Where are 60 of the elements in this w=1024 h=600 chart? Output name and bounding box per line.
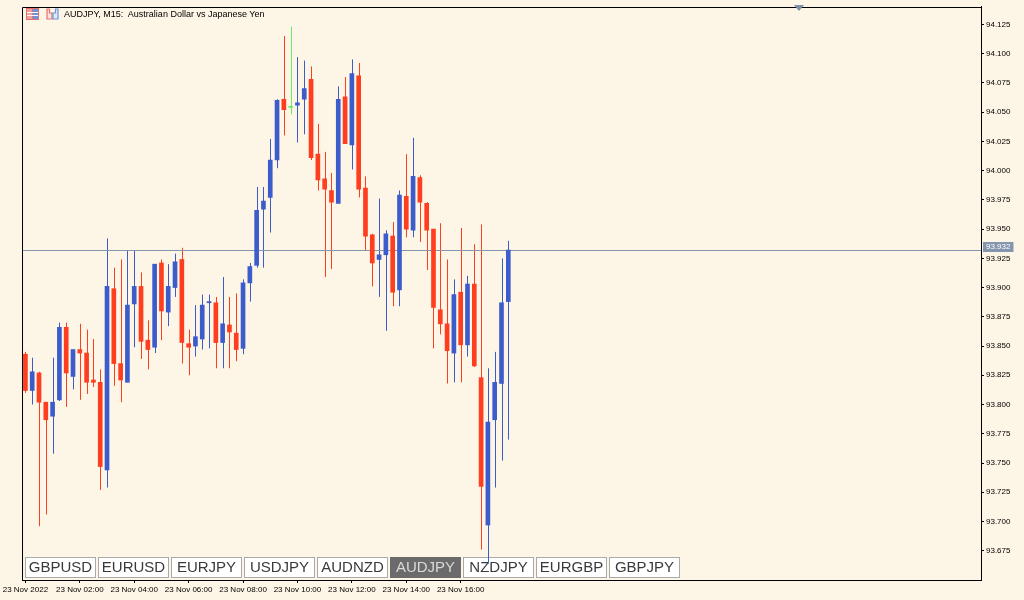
candlestick: [77, 323, 83, 401]
candlestick: [322, 151, 327, 278]
candlestick: [233, 292, 239, 362]
tab[interactable]: EURJPY: [171, 557, 242, 578]
y-tick-label: 93.900: [986, 282, 1012, 292]
x-tick-label: 23 Nov 2022: [2, 585, 49, 594]
x-tick-label: 23 Nov 04:00: [110, 585, 159, 594]
y-tick-label: 94.100: [986, 48, 1012, 58]
y-tick-label: 93.825: [986, 370, 1012, 380]
y-tick-label: 94.025: [986, 136, 1012, 146]
ref-line-label: 93.932: [986, 242, 1012, 252]
y-tick-label: 93.800: [986, 399, 1012, 409]
tab[interactable]: GBPJPY: [609, 557, 680, 578]
candlestick: [376, 198, 382, 298]
y-tick-label: 93.950: [986, 224, 1012, 234]
candlestick: [43, 401, 49, 515]
y-tick-label: 93.750: [986, 458, 1012, 468]
y-tick-label: 93.975: [986, 195, 1012, 205]
y-tick-label: 94.075: [986, 78, 1012, 88]
candlestick: [29, 357, 35, 406]
candlestick: [118, 258, 123, 403]
candlestick: [186, 329, 191, 376]
candlestick: [145, 319, 151, 370]
tab[interactable]: EURGBP: [536, 557, 607, 578]
candlestick: [288, 26, 293, 115]
candlestick: [437, 222, 443, 335]
y-tick-label: 93.875: [986, 312, 1012, 321]
y-tick-label: 93.700: [986, 516, 1012, 526]
x-tick-label: 23 Nov 08:00: [219, 585, 268, 594]
x-tick-label: 23 Nov 14:00: [382, 585, 431, 594]
y-tick-label: 94.125: [986, 19, 1012, 29]
x-tick-label: 23 Nov 16:00: [436, 585, 486, 594]
x-tick-label: 23 Nov 10:00: [273, 585, 322, 594]
y-tick-label: 93.925: [986, 253, 1012, 263]
candlestick: [131, 249, 137, 348]
tab[interactable]: AUDJPY: [390, 557, 461, 578]
x-tick-label: 23 Nov 02:00: [56, 585, 105, 594]
candlestick: [193, 304, 198, 358]
candlestick: [227, 296, 232, 369]
x-tick-label: 23 Nov 12:00: [328, 585, 377, 594]
candlestick: [50, 357, 55, 455]
tab[interactable]: EURUSD: [98, 557, 169, 578]
candlestick: [261, 186, 266, 269]
x-tick-label: 23 Nov 06:00: [164, 585, 213, 594]
chart-title: AUDJPY, M15: Australian Dollar vs Japanese Yen: [64, 8, 265, 20]
candlestick: [301, 60, 307, 135]
y-tick-label: 94.050: [986, 107, 1012, 117]
candlestick: [295, 56, 300, 143]
y-tick-label: 93.850: [986, 341, 1012, 351]
y-tick-label: 94.000: [986, 165, 1012, 175]
candlestick: [220, 276, 225, 369]
tab[interactable]: NZDJPY: [463, 557, 534, 578]
y-tick-label: 93.725: [986, 487, 1012, 497]
y-tick-label: 93.675: [986, 545, 1012, 555]
y-tick-label: 93.775: [986, 428, 1012, 438]
candlestick: [329, 172, 334, 270]
candlestick: [91, 338, 96, 388]
tab[interactable]: AUDNZD: [317, 557, 388, 578]
tab[interactable]: USDJPY: [244, 557, 315, 578]
tab[interactable]: GBPUSD: [25, 557, 96, 578]
